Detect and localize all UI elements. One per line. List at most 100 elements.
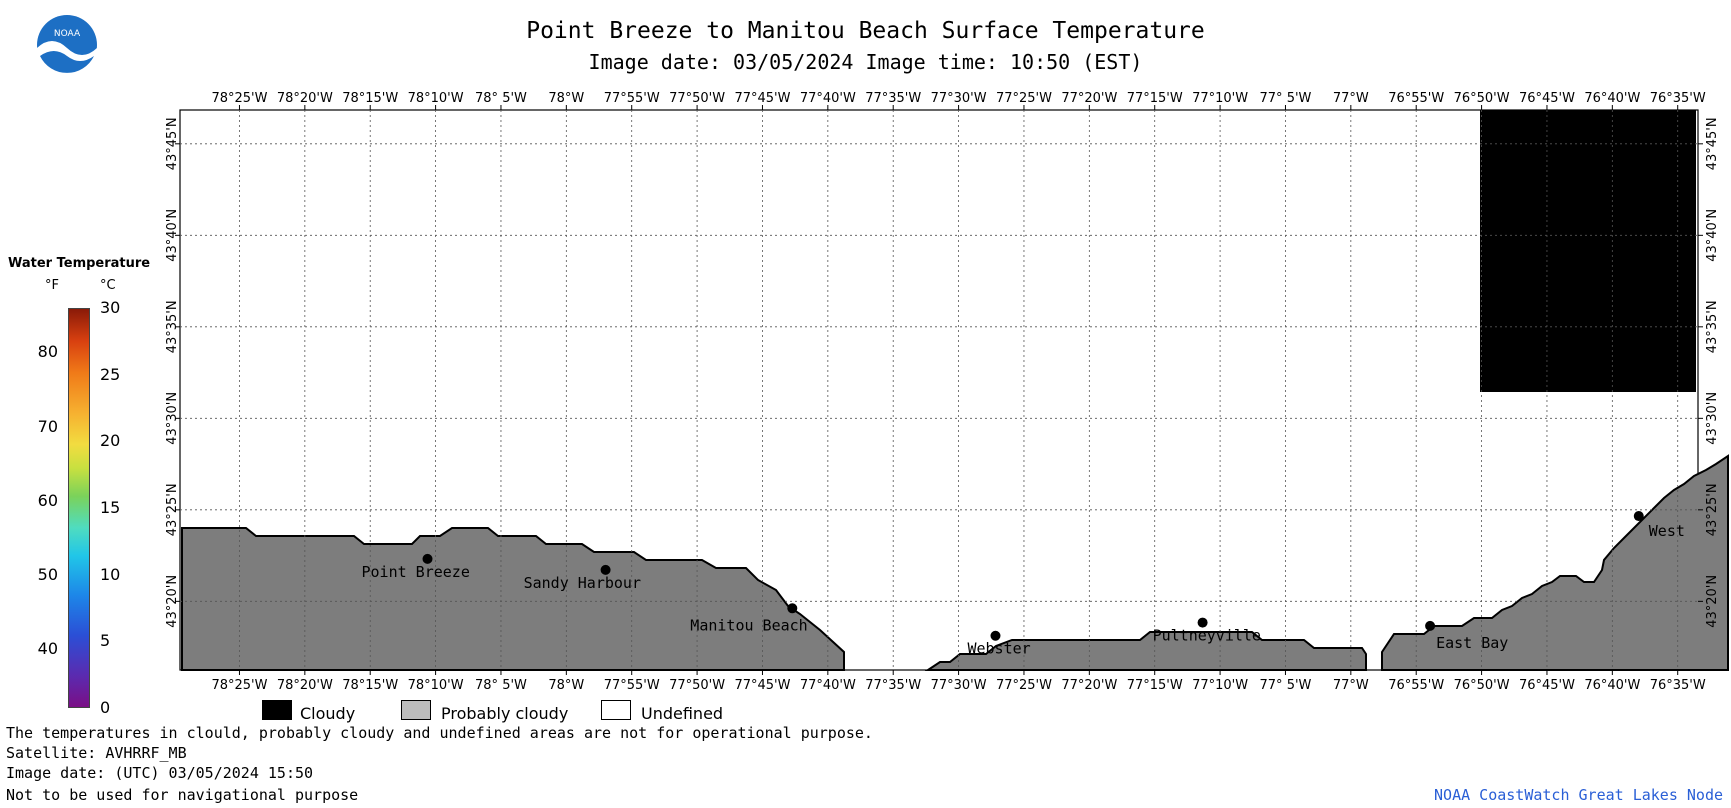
- lon-label: 76°45'W: [1519, 91, 1575, 106]
- cloudy-label: Cloudy: [300, 704, 356, 723]
- lat-labels-left: 43°45'N 43°40'N 43°35'N 43°30'N 43°25'N 43°20…: [165, 117, 180, 627]
- lon-label: 77°55'W: [604, 678, 660, 693]
- logo-text: NOAA: [54, 29, 81, 39]
- fahrenheit-tick: 50: [37, 564, 58, 584]
- place-marker: [787, 603, 798, 614]
- land-south-shore-east: [1381, 454, 1729, 671]
- lon-label: 77°40'W: [800, 678, 856, 693]
- celsius-tick: 30: [100, 298, 121, 317]
- celsius-tick: 15: [100, 498, 121, 517]
- place-marker: [1425, 620, 1436, 631]
- lon-label: 77°55'W: [604, 91, 660, 106]
- lon-label: 77° 5'W: [1260, 91, 1312, 106]
- lon-label: 78°20'W: [277, 91, 333, 106]
- place-label: Sandy Harbour: [524, 574, 641, 592]
- navigation-disclaimer: Not to be used for navigational purpose: [6, 786, 359, 804]
- lon-label: 78°10'W: [408, 91, 464, 106]
- lat-label: 43°45'N: [165, 117, 180, 170]
- cloud-block: [1480, 110, 1696, 392]
- lon-label: 77°45'W: [734, 678, 790, 693]
- noaa-logo: NOAA: [36, 14, 98, 84]
- grid-lines: [175, 105, 1703, 675]
- lon-label: 78°15'W: [342, 678, 398, 693]
- lon-label: 77°35'W: [865, 678, 921, 693]
- lat-label: 43°25'N: [165, 483, 180, 536]
- lon-label: 76°35'W: [1650, 91, 1706, 106]
- lat-label: 43°40'N: [165, 209, 180, 262]
- lon-label: 78° 5'W: [475, 678, 527, 693]
- lon-label: 76°50'W: [1454, 91, 1510, 106]
- place-marker: [422, 553, 433, 564]
- lon-label: 78°W: [548, 678, 584, 693]
- fahrenheit-tick: 40: [37, 638, 58, 658]
- lat-label: 43°30'N: [1705, 392, 1720, 445]
- celsius-tick: 20: [100, 431, 121, 451]
- place-label: Manitou Beach: [690, 616, 807, 634]
- lon-label: 77° 5'W: [1260, 678, 1312, 693]
- lon-label: 76°50'W: [1454, 678, 1510, 693]
- lon-label: 77°25'W: [996, 91, 1052, 106]
- lat-label: 43°20'N: [1705, 575, 1720, 628]
- lon-label: 78°W: [548, 91, 584, 106]
- image-date-time: Image date: 03/05/2024 Image time: 10:50…: [588, 50, 1143, 74]
- lon-label: 77°W: [1333, 91, 1369, 106]
- lon-label: 76°40'W: [1584, 91, 1640, 106]
- disclaimer-text: The temperatures in clould, probably clo…: [6, 724, 873, 742]
- unit-celsius: °C: [100, 278, 116, 293]
- undefined-swatch: [601, 700, 631, 720]
- lon-label: 77°45'W: [734, 91, 790, 106]
- utc-date-text: Image date: (UTC) 03/05/2024 15:50: [6, 764, 314, 782]
- lat-labels-right: 43°45'N 43°40'N 43°35'N 43°30'N 43°25'N 43°20…: [1705, 117, 1720, 627]
- lon-label: 78°20'W: [277, 678, 333, 693]
- satellite-text: Satellite: AVHRRF_MB: [6, 744, 187, 762]
- fahrenheit-tick: 80: [37, 342, 58, 362]
- lon-label: 76°55'W: [1388, 678, 1444, 693]
- lon-label: 77°30'W: [931, 678, 987, 693]
- lon-labels-top: 78°25'W 78°20'W 78°15'W 78°10'W 78° 5'W 78°W 7…: [211, 91, 1705, 106]
- lat-label: 43°45'N: [1705, 117, 1720, 170]
- coastwatch-credit: NOAA CoastWatch Great Lakes Node: [1434, 786, 1723, 804]
- probably-cloudy-label: Probably cloudy: [441, 704, 569, 723]
- lat-label: 43°35'N: [1705, 300, 1720, 353]
- lat-label: 43°30'N: [165, 392, 180, 445]
- temperature-colorbar: [68, 308, 90, 708]
- celsius-tick: 25: [100, 364, 121, 384]
- place-label: East Bay: [1436, 634, 1508, 652]
- place-label: West: [1649, 522, 1685, 540]
- page-title: Point Breeze to Manitou Beach Surface Te…: [526, 18, 1205, 44]
- lon-label: 78°25'W: [211, 91, 267, 106]
- place-label: Pultneyville: [1153, 627, 1261, 645]
- celsius-tick: 0: [100, 698, 111, 717]
- lon-label: 76°45'W: [1519, 678, 1575, 693]
- probably-cloudy-swatch: [401, 700, 431, 720]
- place-marker: [600, 564, 611, 575]
- lon-label: 77°40'W: [800, 91, 856, 106]
- unit-fahrenheit: °F: [45, 278, 59, 293]
- celsius-tick: 5: [100, 631, 111, 651]
- lon-label: 77°15'W: [1127, 91, 1183, 106]
- land-south-shore-middle: [924, 631, 1367, 671]
- place-markers: Point Breeze Sandy Harbour Manitou Beach We…: [362, 511, 1685, 658]
- lon-label: 78°25'W: [211, 678, 267, 693]
- lon-label: 77°25'W: [996, 678, 1052, 693]
- place-marker: [1197, 617, 1208, 628]
- lat-label: 43°40'N: [1705, 209, 1720, 262]
- lon-label: 77°30'W: [931, 91, 987, 106]
- lat-label: 43°35'N: [165, 300, 180, 353]
- place-marker: [990, 630, 1001, 641]
- fahrenheit-tick: 70: [37, 416, 58, 436]
- place-marker: [1633, 511, 1644, 522]
- lon-label: 77°10'W: [1192, 91, 1248, 106]
- lon-label: 78° 5'W: [475, 91, 527, 106]
- lon-label: 78°15'W: [342, 91, 398, 106]
- lon-label: 77°50'W: [669, 678, 725, 693]
- land-layer: [181, 454, 1729, 671]
- lon-label: 78°10'W: [408, 678, 464, 693]
- lon-label: 77°W: [1333, 678, 1369, 693]
- lon-label: 77°20'W: [1061, 678, 1117, 693]
- place-label: Point Breeze: [362, 563, 470, 581]
- lat-label: 43°20'N: [165, 575, 180, 628]
- lon-label: 77°50'W: [669, 91, 725, 106]
- lat-label: 43°25'N: [1705, 483, 1720, 536]
